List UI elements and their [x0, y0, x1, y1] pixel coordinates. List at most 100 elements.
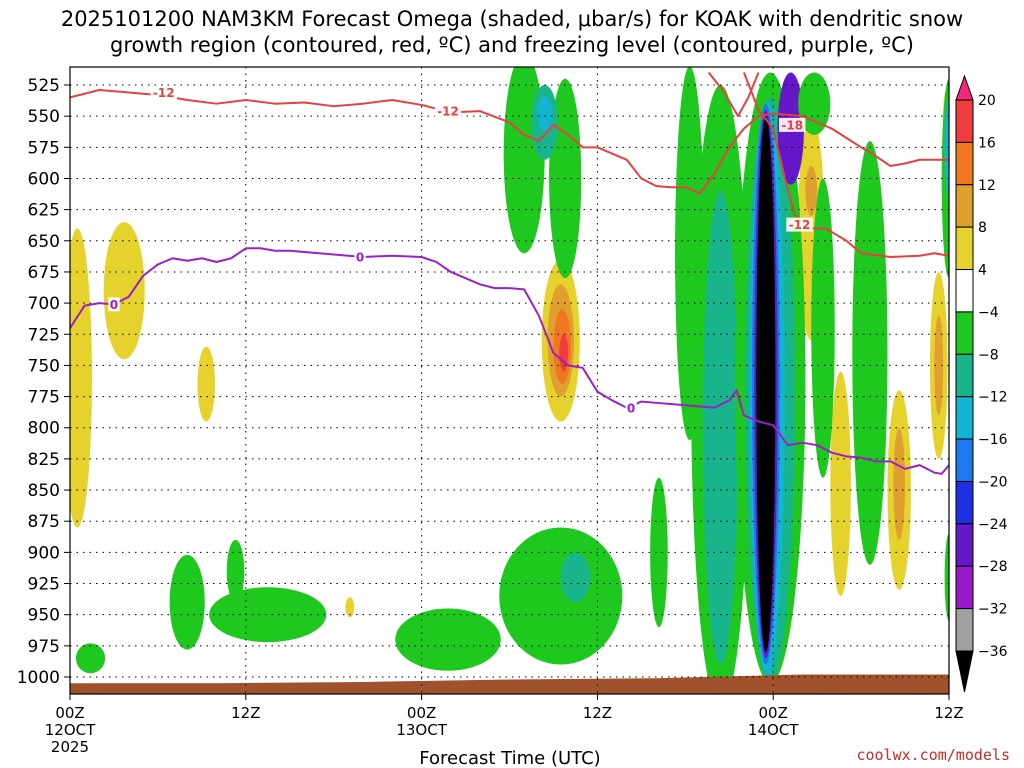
- xtick-label-0: 00Z: [55, 704, 84, 722]
- ytick-label-700: 700: [28, 294, 60, 314]
- ytick-label-775: 775: [28, 388, 60, 408]
- ytick-label-950: 950: [28, 606, 60, 626]
- ytick-label-900: 900: [28, 543, 60, 563]
- freezing-level-label-1: 0: [356, 250, 364, 264]
- ytick-label-1000: 1000: [17, 668, 60, 688]
- snow-contour-label-2-0: -18: [781, 118, 803, 132]
- colorbar-label-5: −4: [978, 305, 999, 321]
- colorbar-label-11: −28: [978, 559, 1008, 575]
- ytick-label-650: 650: [28, 232, 60, 252]
- omega-blob-27: [650, 477, 668, 628]
- ytick-label-825: 825: [28, 450, 60, 470]
- snow-contour-0: [70, 88, 949, 195]
- snow-contour-label-0-0-bg: [150, 85, 178, 100]
- snow-contour-label-0-1-bg: [434, 104, 462, 119]
- xtick-label-5: 12Z: [934, 704, 963, 722]
- colorbar-label-1: 16: [978, 135, 996, 151]
- ytick-label-800: 800: [28, 419, 60, 439]
- chart-title-line2: growth region (contoured, red, ºC) and f…: [110, 33, 914, 57]
- y-axis-ticks: 525 550 575 600 625 650 675 700 725 750 775 800 825 8…: [17, 76, 70, 688]
- credit-text: coolwx.com/models: [856, 746, 1010, 764]
- omega-blob-2: [197, 346, 216, 422]
- xtick-label-1: 12Z: [231, 704, 260, 722]
- snow-contour-label-1-0: -12: [789, 218, 811, 232]
- snow-contour-1: [742, 72, 949, 258]
- omega-blob-3: [345, 597, 355, 618]
- grid-lines: [70, 67, 949, 694]
- omega-blob-21: [499, 527, 623, 665]
- omega-blob-7: [559, 334, 569, 372]
- colorbar-seg-7: [955, 396, 974, 440]
- snow-contour-label-0-1: -12: [437, 105, 459, 119]
- colorbar-seg-9: [955, 480, 974, 525]
- chart-title-line1: 2025101200 NAM3KM Forecast Omega (shaded…: [61, 7, 963, 31]
- colorbar-seg-2: [955, 184, 974, 228]
- omega-blob-9: [805, 166, 818, 216]
- colorbar-label-9: −20: [978, 474, 1008, 490]
- snow-contour-label-0-0: -12: [153, 86, 175, 100]
- omega-blob-17: [169, 554, 205, 650]
- omega-blob-38: [811, 178, 835, 478]
- freezing-level-label-0: 0: [110, 298, 118, 312]
- omega-blob-18: [209, 587, 327, 643]
- xtick-year-0: 2025: [51, 738, 89, 756]
- omega-blob-36: [756, 116, 776, 653]
- ytick-label-975: 975: [28, 637, 60, 657]
- colorbar-seg-1: [955, 141, 974, 186]
- ytick-label-850: 850: [28, 481, 60, 501]
- snow-contour-2: [707, 71, 760, 118]
- freezing-level-label-0-bg: [108, 297, 120, 312]
- freezing-level-label-2-bg: [625, 400, 637, 415]
- colorbar-seg-0: [955, 99, 974, 143]
- colorbar-label-4: 4: [978, 263, 987, 279]
- xtick-date-0: 12OCT: [45, 721, 96, 739]
- freezing-level-label-1-bg: [354, 249, 366, 264]
- omega-blob-22: [560, 552, 591, 603]
- snow-contour-label-2-0-bg: [778, 117, 806, 132]
- plot-frame: [69, 66, 950, 695]
- contour-labels: -12 -12 -12 -18 0 0 0: [108, 85, 813, 415]
- colorbar-label-7: −12: [978, 390, 1008, 406]
- colorbar-label-0: 20: [978, 93, 996, 109]
- colorbar-seg-10: [955, 523, 974, 567]
- omega-blob-20: [395, 608, 501, 671]
- terrain-fill: [70, 674, 949, 694]
- xtick-label-2: 00Z: [407, 704, 436, 722]
- xtick-date-2: 13OCT: [396, 721, 447, 739]
- omega-blob-40: [852, 141, 888, 565]
- omega-blob-39: [798, 72, 831, 135]
- colorbar-seg-3: [955, 226, 974, 271]
- ytick-label-725: 725: [28, 325, 60, 345]
- omega-blob-14: [934, 315, 944, 416]
- omega-blob-26: [537, 96, 552, 132]
- colorbar-label-10: −24: [978, 517, 1008, 533]
- omega-blob-1: [103, 222, 145, 360]
- colorbar-seg-11: [955, 565, 974, 610]
- colorbar-seg-5: [955, 311, 974, 355]
- colorbar-seg-12: [955, 608, 974, 652]
- ytick-label-600: 600: [28, 169, 60, 189]
- colorbar-label-12: −32: [978, 602, 1008, 618]
- temperature-contours: [70, 71, 949, 475]
- ytick-label-525: 525: [28, 76, 60, 96]
- terrain-layer: [70, 674, 949, 694]
- freezing-level-label-2: 0: [627, 401, 635, 415]
- ytick-label-875: 875: [28, 512, 60, 532]
- xtick-date-4: 14OCT: [748, 721, 799, 739]
- freezing-level-line: [70, 247, 949, 475]
- omega-blob-10: [830, 371, 851, 596]
- omega-blob-43: [944, 533, 949, 621]
- colorbar-bottom-arrow: [955, 650, 974, 693]
- omega-blob-16: [75, 643, 106, 674]
- colorbar-label-3: 8: [978, 220, 987, 236]
- omega-blob-12: [893, 427, 906, 540]
- colorbar-label-8: −16: [978, 432, 1008, 448]
- ytick-label-550: 550: [28, 107, 60, 127]
- omega-blob-42: [944, 97, 949, 198]
- omega-shading: [70, 67, 949, 694]
- ytick-label-625: 625: [28, 201, 60, 221]
- omega-blob-0: [70, 228, 92, 528]
- colorbar-seg-8: [955, 438, 974, 482]
